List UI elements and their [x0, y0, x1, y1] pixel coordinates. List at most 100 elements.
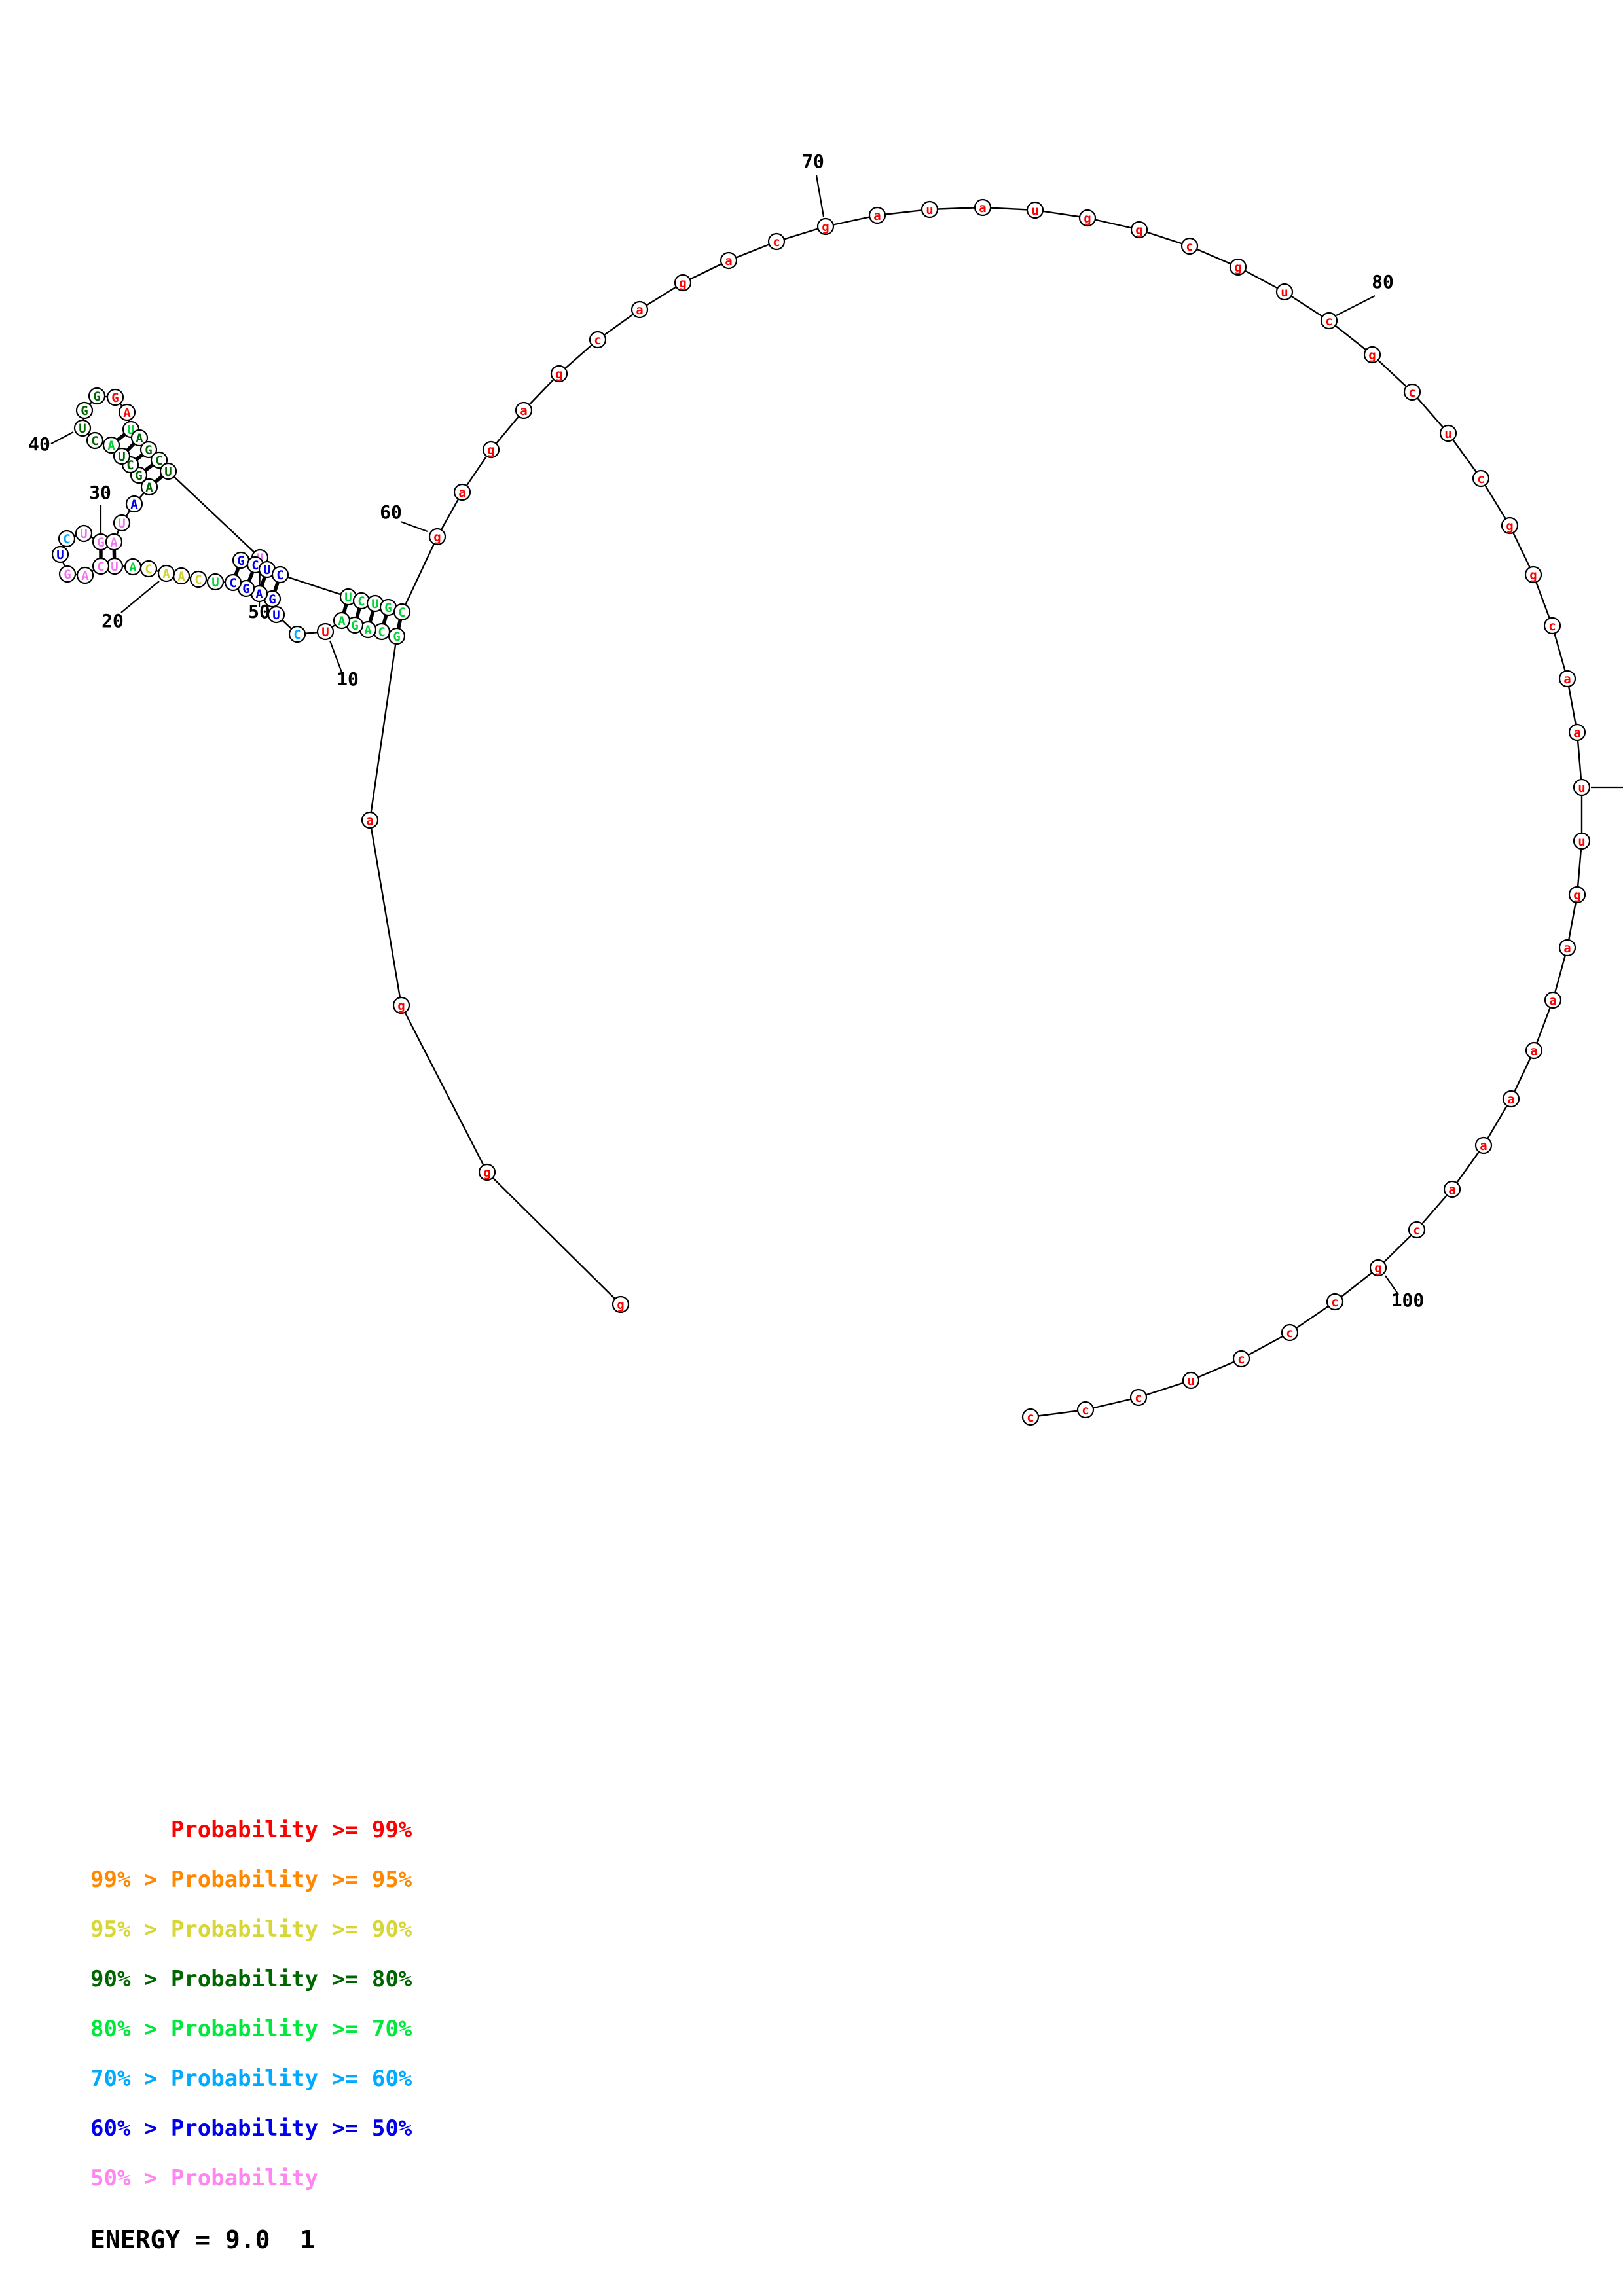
svg-text:A: A: [136, 431, 143, 446]
svg-text:A: A: [130, 497, 138, 512]
svg-text:U: U: [263, 563, 270, 577]
nucleotide: g: [1524, 565, 1542, 584]
svg-text:a: a: [1507, 1092, 1514, 1107]
nucleotide: U: [206, 573, 225, 591]
svg-text:G: G: [242, 582, 249, 596]
nucleotide: C: [393, 603, 411, 621]
svg-text:g: g: [1135, 223, 1142, 238]
nucleotide: a: [630, 300, 649, 319]
svg-text:c: c: [1186, 240, 1193, 254]
svg-text:u: u: [1444, 427, 1451, 441]
svg-text:G: G: [135, 469, 142, 483]
backbone-lines: [59, 206, 1583, 1418]
nucleotide: c: [1408, 1221, 1426, 1239]
legend-item: Probability >= 99%: [170, 1817, 412, 1843]
svg-text:A: A: [177, 569, 185, 584]
svg-text:A: A: [107, 439, 115, 453]
svg-text:U: U: [79, 422, 86, 436]
nucleotide: C: [139, 560, 158, 578]
nucleotide: A: [105, 533, 123, 551]
nucleotide: c: [1326, 1293, 1344, 1311]
nucleotide: a: [1525, 1041, 1543, 1060]
nucleotide: A: [250, 584, 268, 603]
nucleotide: U: [73, 419, 92, 437]
svg-text:G: G: [393, 630, 400, 644]
legend-item: 99% > Probability >= 95%: [90, 1867, 412, 1893]
nucleotide: c: [1472, 469, 1490, 488]
nucleotide: C: [352, 592, 371, 610]
nucleotide: a: [1443, 1180, 1461, 1198]
svg-text:U: U: [211, 575, 219, 590]
svg-text:g: g: [1084, 211, 1091, 226]
svg-text:c: c: [1413, 1223, 1420, 1238]
nucleotide: u: [1439, 424, 1457, 442]
nucleotide: g: [428, 528, 447, 546]
nucleotide: a: [868, 206, 886, 224]
svg-text:C: C: [194, 573, 202, 587]
svg-text:c: c: [1237, 1352, 1245, 1367]
nucleotide: a: [1544, 991, 1562, 1009]
svg-text:g: g: [433, 530, 441, 545]
nucleotide: u: [1182, 1371, 1200, 1390]
svg-text:u: u: [1578, 781, 1585, 795]
nucleotide: a: [1474, 1136, 1493, 1155]
svg-text:C: C: [378, 625, 385, 639]
svg-text:A: A: [145, 480, 153, 495]
svg-text:g: g: [822, 220, 829, 234]
svg-text:G: G: [81, 404, 88, 418]
position-label: 100: [1391, 1289, 1425, 1311]
svg-text:a: a: [1563, 672, 1571, 687]
nucleotide: C: [92, 557, 110, 575]
nucleotide: u: [1026, 201, 1044, 219]
nucleotide: g: [1130, 221, 1148, 239]
svg-text:G: G: [237, 554, 244, 568]
legend-item: 90% > Probability >= 80%: [90, 1966, 412, 1992]
svg-text:C: C: [357, 594, 365, 609]
nucleotide: A: [172, 567, 191, 585]
svg-text:u: u: [1187, 1374, 1194, 1388]
svg-text:C: C: [91, 434, 98, 448]
svg-text:U: U: [164, 465, 172, 479]
svg-text:g: g: [397, 999, 405, 1013]
nucleotide: c: [589, 331, 607, 349]
svg-text:a: a: [979, 201, 986, 215]
svg-text:c: c: [1027, 1410, 1034, 1425]
svg-text:C: C: [145, 562, 152, 577]
position-label: 10: [337, 668, 359, 690]
svg-text:a: a: [636, 303, 643, 317]
legend-item: 70% > Probability >= 60%: [90, 2066, 412, 2092]
nucleotide: a: [1502, 1090, 1520, 1108]
svg-text:C: C: [229, 576, 236, 590]
svg-text:G: G: [384, 601, 392, 615]
position-label: 70: [802, 151, 824, 172]
nucleotide: A: [125, 495, 143, 513]
svg-text:a: a: [520, 404, 527, 418]
nucleotide: g: [392, 996, 410, 1014]
nucleotide: a: [515, 401, 533, 420]
nucleotide: g: [1501, 516, 1519, 535]
svg-text:g: g: [483, 1166, 490, 1180]
nucleotide: G: [75, 401, 94, 420]
svg-text:A: A: [255, 587, 263, 601]
position-label: 60: [380, 501, 402, 523]
nucleotide: c: [1021, 1408, 1040, 1426]
svg-text:U: U: [118, 516, 125, 531]
svg-text:U: U: [321, 625, 329, 639]
nucleotide: U: [159, 462, 177, 480]
svg-text:g: g: [1234, 260, 1241, 275]
svg-text:C: C: [251, 558, 259, 573]
nucleotide: g: [1229, 258, 1247, 276]
svg-text:C: C: [155, 454, 162, 468]
nucleotide: A: [333, 611, 351, 630]
nucleotide: a: [361, 811, 379, 829]
nucleotide: a: [974, 198, 992, 217]
svg-text:a: a: [873, 209, 881, 223]
nucleotide: A: [140, 478, 158, 496]
svg-text:c: c: [1331, 1295, 1338, 1310]
svg-text:c: c: [1135, 1391, 1142, 1405]
svg-text:u: u: [1578, 834, 1585, 849]
nucleotide: g: [550, 365, 568, 383]
svg-text:a: a: [1448, 1183, 1455, 1197]
nucleotide: U: [51, 545, 69, 564]
nucleotide: g: [674, 274, 692, 292]
